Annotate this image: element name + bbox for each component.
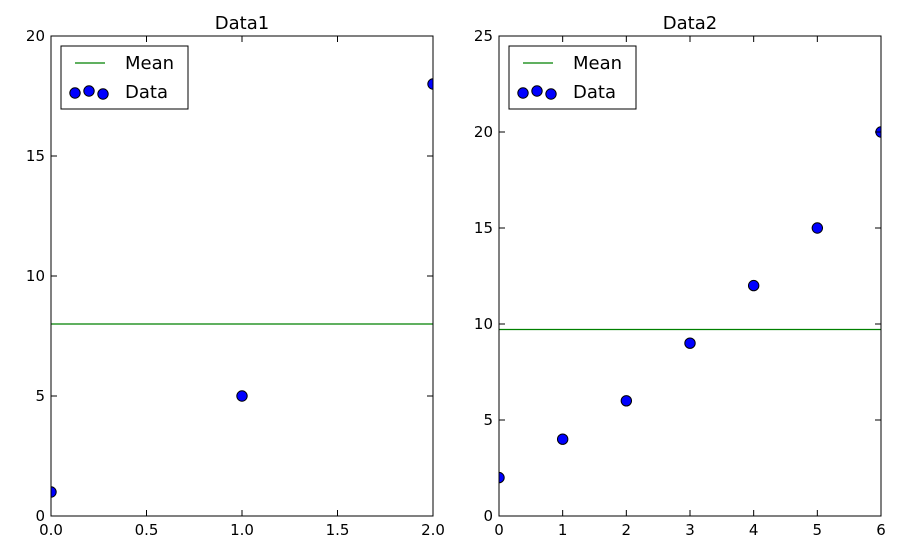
y-tick-label: 15: [474, 219, 493, 237]
data-point: [684, 337, 696, 349]
x-tick-label: 2: [622, 521, 632, 539]
x-tick-label: 3: [685, 521, 695, 539]
chart-title: Data1: [215, 13, 269, 34]
data-point: [499, 471, 505, 484]
x-tick-label: 4: [749, 521, 759, 539]
legend-data-label: Data: [573, 82, 616, 103]
y-tick-label: 0: [35, 507, 45, 525]
legend-box: [60, 45, 189, 110]
y-tick-label: 5: [35, 387, 45, 405]
x-tick-label: 1.5: [326, 521, 350, 539]
x-tick-label: 0.0: [39, 521, 63, 539]
x-tick-label: 1: [558, 521, 568, 539]
y-tick-label: 10: [474, 315, 493, 333]
legend: Mean Data: [60, 45, 189, 110]
legend-data-label: Data: [125, 82, 168, 103]
data-point: [51, 486, 57, 498]
chart-1: Data1 0.0 0.5 1.0 1.5 2.0 0 5 10 15 20 Mean Data: [26, 13, 445, 539]
data-point: [556, 433, 569, 445]
legend-data-swatch: [97, 88, 109, 100]
chart-title: Data2: [663, 13, 717, 34]
y-tick-label: 25: [474, 27, 493, 45]
y-tick-label: 20: [26, 27, 45, 45]
x-tick-label: 0.5: [135, 521, 159, 539]
legend-data-swatch: [545, 88, 557, 100]
y-tick-label: 5: [483, 411, 493, 429]
x-tick-label: 5: [813, 521, 823, 539]
legend-box: [508, 45, 637, 110]
y-tick-label: 15: [26, 147, 45, 165]
data-point: [811, 222, 824, 234]
chart-2: Data2 0 1 2 3 4 5 6 0 5 10 15 20 25 Mean Data: [474, 13, 886, 539]
y-tick-label: 10: [26, 267, 45, 285]
legend: Mean Data: [508, 45, 637, 110]
y-tick-label: 20: [474, 123, 493, 141]
x-tick-label: 1.0: [230, 521, 254, 539]
data-point: [236, 390, 248, 402]
x-tick-label: 0: [494, 521, 504, 539]
legend-data-swatch: [69, 87, 81, 99]
data-point: [747, 279, 760, 292]
legend-mean-label: Mean: [573, 53, 622, 74]
legend-data-swatch: [83, 85, 95, 97]
x-tick-label: 2.0: [421, 521, 445, 539]
legend-mean-label: Mean: [125, 53, 174, 74]
y-tick-label: 0: [483, 507, 493, 525]
plot-area: [499, 126, 881, 484]
legend-data-swatch: [531, 85, 543, 97]
data-point: [620, 395, 633, 407]
x-tick-label: 6: [876, 521, 886, 539]
legend-data-swatch: [517, 87, 529, 99]
